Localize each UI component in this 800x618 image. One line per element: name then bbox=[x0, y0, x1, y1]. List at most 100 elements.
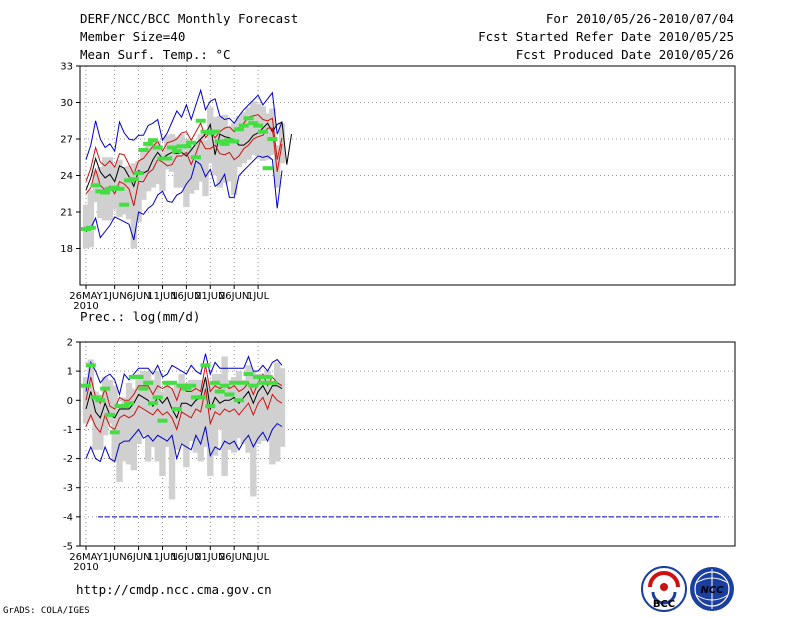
plot-frame bbox=[79, 65, 736, 286]
x-tick-label: 26MAY bbox=[69, 291, 103, 302]
ensemble-box bbox=[259, 374, 267, 442]
member-size-label: Member Size=40 bbox=[80, 29, 186, 44]
ensemble-box bbox=[202, 379, 209, 447]
ensemble-box bbox=[159, 152, 166, 192]
median-mark bbox=[90, 183, 101, 188]
y-tick-label: 21 bbox=[60, 208, 73, 219]
median-mark bbox=[162, 156, 173, 161]
ensemble-box bbox=[121, 397, 128, 462]
ensemble-box bbox=[245, 365, 252, 453]
series-min-line bbox=[85, 155, 283, 241]
median-mark bbox=[214, 389, 225, 394]
ensemble-box bbox=[216, 115, 224, 188]
ensemble-box bbox=[87, 190, 94, 248]
ensemble-box bbox=[221, 114, 228, 183]
ensemble-box bbox=[187, 146, 195, 194]
ensemble-box bbox=[211, 374, 219, 456]
median-mark bbox=[219, 383, 230, 388]
median-mark bbox=[133, 171, 144, 176]
ensemble-box bbox=[144, 145, 152, 192]
median-mark bbox=[257, 129, 268, 134]
median-mark bbox=[253, 123, 264, 128]
median-mark bbox=[224, 392, 235, 397]
ensemble-box bbox=[135, 374, 142, 444]
median-mark bbox=[248, 121, 259, 126]
median-mark bbox=[171, 149, 182, 154]
x-tick-label: 21JUN bbox=[195, 291, 225, 302]
precipitation-label: Prec.: log(mm/d) bbox=[80, 309, 201, 324]
ensemble-box bbox=[250, 371, 257, 497]
plot-frame bbox=[79, 341, 736, 547]
ensemble-box bbox=[97, 394, 104, 450]
ensemble-box bbox=[230, 376, 238, 453]
median-mark bbox=[124, 401, 135, 406]
x-tick-label: 6JUN bbox=[127, 291, 151, 302]
y-tick-label: -1 bbox=[63, 425, 73, 436]
median-mark bbox=[157, 418, 168, 423]
ensemble-box bbox=[197, 379, 204, 462]
ensemble-box bbox=[183, 139, 190, 208]
forecast-produced-date: Fcst Produced Date 2010/05/26 bbox=[515, 47, 734, 62]
x-tick-label: 16JUN bbox=[171, 552, 201, 563]
x-tick-label: 1JUN bbox=[103, 291, 127, 302]
median-mark bbox=[147, 401, 158, 406]
median-mark bbox=[119, 404, 130, 409]
x-tick-label: 26JUN bbox=[219, 552, 249, 563]
median-mark bbox=[100, 386, 111, 391]
x-tick-label: 1JUN bbox=[103, 552, 127, 563]
ensemble-box bbox=[207, 107, 214, 164]
median-mark bbox=[248, 383, 259, 388]
median-mark bbox=[167, 380, 178, 385]
ensemble-box bbox=[140, 371, 147, 436]
ensemble-box bbox=[183, 382, 190, 468]
ensemble-box bbox=[164, 382, 171, 447]
bcc-logo: BCC bbox=[641, 566, 687, 612]
median-mark bbox=[143, 141, 154, 146]
ensemble-box bbox=[173, 136, 181, 188]
median-mark bbox=[147, 138, 158, 143]
y-tick-label: -4 bbox=[63, 512, 73, 523]
median-mark bbox=[133, 374, 144, 379]
ensemble-box bbox=[144, 371, 152, 462]
series-min-line bbox=[85, 422, 283, 463]
median-mark bbox=[85, 363, 96, 368]
ensemble-box bbox=[235, 371, 243, 439]
median-mark bbox=[243, 372, 254, 377]
median-mark bbox=[95, 398, 106, 403]
median-mark bbox=[152, 145, 163, 150]
median-mark bbox=[233, 127, 244, 132]
ensemble-box bbox=[178, 134, 185, 188]
y-tick-label: -2 bbox=[63, 454, 73, 465]
series-lower-line bbox=[85, 127, 283, 207]
median-mark bbox=[138, 147, 149, 152]
ensemble-box bbox=[125, 382, 133, 465]
y-tick-label: 1 bbox=[67, 367, 73, 378]
ensemble-box bbox=[202, 140, 209, 197]
series-max-line bbox=[85, 353, 283, 397]
forecast-start-date: Fcst Started Refer Date 2010/05/25 bbox=[478, 29, 734, 44]
ensemble-box bbox=[192, 141, 200, 191]
panel-temperature: 18 21 24 27 30 33 26MAY 1JUN 6JUN11JUN16JUN21JUN… bbox=[60, 62, 736, 312]
median-mark bbox=[186, 383, 197, 388]
ensemble-box bbox=[226, 379, 233, 450]
ensemble-box bbox=[149, 141, 157, 188]
ensemble-box bbox=[221, 356, 228, 477]
ensemble-box bbox=[140, 151, 147, 200]
x-tick-label: 11JUN bbox=[147, 291, 177, 302]
x-tick-label: 16JUN bbox=[171, 291, 201, 302]
median-mark bbox=[219, 141, 230, 146]
ncc-logo-text: NCC bbox=[700, 585, 724, 596]
median-mark bbox=[262, 374, 273, 379]
ensemble-box bbox=[240, 379, 247, 444]
y-tick-label: -5 bbox=[63, 542, 73, 553]
ensemble-box bbox=[154, 371, 161, 462]
ensemble-box bbox=[111, 385, 118, 462]
source-url[interactable]: http://cmdp.ncc.cma.gov.cn bbox=[76, 582, 272, 597]
median-mark bbox=[253, 374, 264, 379]
y-tick-label: 30 bbox=[60, 98, 73, 109]
x-tick-label: 11JUN bbox=[147, 552, 177, 563]
ensemble-box bbox=[250, 101, 257, 155]
ensemble-box bbox=[92, 391, 99, 450]
ensemble-box bbox=[125, 165, 133, 220]
series-mean-line bbox=[85, 376, 283, 420]
